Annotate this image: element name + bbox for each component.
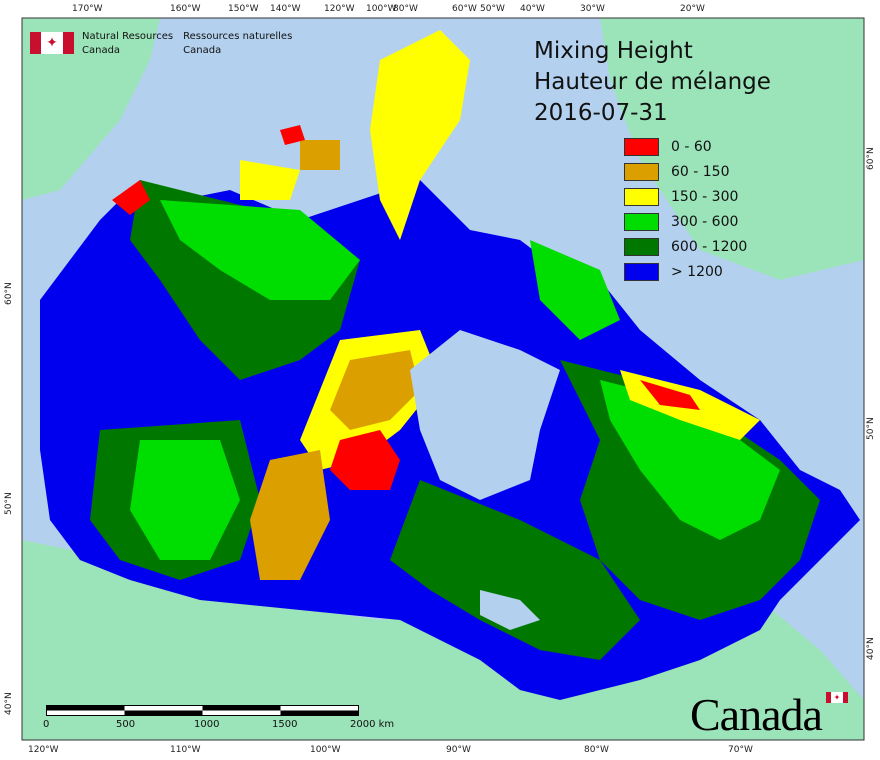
region-300-600-east bbox=[600, 380, 780, 540]
top-longitude-label: 80°W bbox=[393, 4, 418, 14]
agency-english-line2: Canada bbox=[82, 45, 121, 56]
region-0-60-yukon bbox=[112, 180, 150, 215]
region-600-1200-central bbox=[390, 480, 640, 660]
top-longitude-label: 140°W bbox=[270, 4, 301, 14]
top-longitude-label: 20°W bbox=[680, 4, 705, 14]
legend-label: > 1200 bbox=[671, 263, 723, 280]
left-latitude-label: 60°N bbox=[4, 282, 14, 305]
top-longitude-label: 120°W bbox=[324, 4, 355, 14]
nrcan-signature: ✦ Natural Resources Canada Ressources na… bbox=[30, 30, 302, 58]
great-lakes bbox=[480, 590, 540, 630]
region-300-600-arctic-east bbox=[530, 240, 620, 340]
region-300-600-north bbox=[160, 200, 360, 300]
bottom-longitude-label: 110°W bbox=[170, 745, 201, 755]
region-150-300-arctic bbox=[370, 30, 470, 240]
bottom-longitude-label: 90°W bbox=[446, 745, 471, 755]
legend-swatch bbox=[624, 137, 659, 156]
region-60-150-prairie bbox=[250, 450, 330, 580]
agency-english-line1: Natural Resources bbox=[82, 31, 174, 42]
canada-wordmark: Canada bbox=[690, 689, 823, 740]
legend-item: 150 - 300 bbox=[624, 184, 747, 209]
right-latitude-label: 40°N bbox=[866, 637, 876, 660]
region-60-150-arctic bbox=[300, 140, 340, 170]
top-longitude-label: 50°W bbox=[480, 4, 505, 14]
title-french: Hauteur de mélange bbox=[534, 69, 771, 95]
region-60-150-hudson bbox=[330, 350, 420, 430]
legend-item: 60 - 150 bbox=[624, 159, 747, 184]
region-300-600-west bbox=[130, 440, 240, 560]
region-0-60-central bbox=[330, 430, 400, 490]
legend-swatch bbox=[624, 162, 659, 181]
title-date: 2016-07-31 bbox=[534, 100, 668, 126]
legend-label: 60 - 150 bbox=[671, 163, 730, 180]
bottom-longitude-label: 100°W bbox=[310, 745, 341, 755]
region-150-300-islands bbox=[240, 160, 300, 200]
wordmark-flag-icon: ✦ bbox=[826, 692, 848, 703]
legend-swatch bbox=[624, 212, 659, 231]
top-longitude-label: 40°W bbox=[520, 4, 545, 14]
left-latitude-label: 50°N bbox=[4, 492, 14, 515]
legend-label: 0 - 60 bbox=[671, 138, 712, 155]
legend-item: 300 - 600 bbox=[624, 209, 747, 234]
top-longitude-label: 100°W bbox=[366, 4, 397, 14]
canada-flag-icon: ✦ bbox=[30, 32, 74, 54]
title-english: Mixing Height bbox=[534, 38, 693, 64]
region-0-60-arctic bbox=[280, 125, 305, 145]
right-latitude-label: 50°N bbox=[866, 417, 876, 440]
map-border bbox=[21, 17, 865, 741]
right-latitude-label: 60°N bbox=[866, 147, 876, 170]
greenland bbox=[600, 18, 864, 280]
top-longitude-label: 170°W bbox=[72, 4, 103, 14]
map-title: Mixing Height Hauteur de mélange 2016-07… bbox=[534, 36, 771, 129]
hudson-bay bbox=[410, 330, 560, 500]
legend-label: 300 - 600 bbox=[671, 213, 739, 230]
top-longitude-label: 160°W bbox=[170, 4, 201, 14]
legend-item: 600 - 1200 bbox=[624, 234, 747, 259]
legend-swatch bbox=[624, 237, 659, 256]
legend-label: 600 - 1200 bbox=[671, 238, 748, 255]
left-latitude-label: 40°N bbox=[4, 692, 14, 715]
legend-swatch bbox=[624, 262, 659, 281]
region-0-60-labrador bbox=[640, 380, 700, 410]
scale-bar: 0 500 1000 1500 2000 km bbox=[43, 705, 394, 730]
alaska bbox=[22, 18, 160, 200]
scale-bar-graphic bbox=[46, 705, 359, 716]
bottom-longitude-label: 70°W bbox=[728, 745, 753, 755]
scale-bar-label: 500 bbox=[116, 719, 136, 730]
top-longitude-label: 60°W bbox=[452, 4, 477, 14]
bottom-longitude-label: 80°W bbox=[584, 745, 609, 755]
top-longitude-label: 30°W bbox=[580, 4, 605, 14]
scale-bar-label: 0 bbox=[43, 719, 50, 730]
legend-item: 0 - 60 bbox=[624, 134, 747, 159]
legend-item: > 1200 bbox=[624, 259, 747, 284]
top-longitude-label: 150°W bbox=[228, 4, 259, 14]
agency-french-line1: Ressources naturelles bbox=[183, 31, 293, 42]
scale-bar-label: 1500 bbox=[272, 719, 298, 730]
legend: 0 - 60 60 - 150 150 - 300 300 - 600 600 - 12… bbox=[624, 134, 747, 284]
scale-bar-label: 2000 km bbox=[350, 719, 395, 730]
scale-bar-label: 1000 bbox=[194, 719, 220, 730]
agency-french-line2: Canada bbox=[183, 45, 222, 56]
legend-label: 150 - 300 bbox=[671, 188, 739, 205]
legend-swatch bbox=[624, 187, 659, 206]
bottom-longitude-label: 120°W bbox=[28, 745, 59, 755]
